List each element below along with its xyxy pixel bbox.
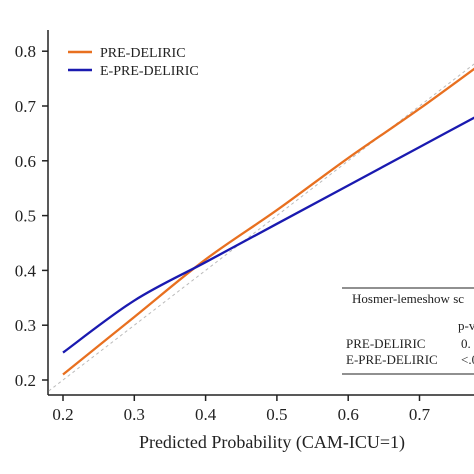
y-tick-label: 0.3 — [15, 316, 36, 335]
x-ticks: 0.2 0.3 0.4 0.5 0.6 0.7 — [52, 395, 431, 424]
y-tick-label: 0.5 — [15, 207, 36, 226]
x-tick-label: 0.3 — [124, 405, 145, 424]
hosmer-row-value-e-pre-deliric: <.0 — [461, 352, 474, 367]
series-line-e-pre-deliric — [62, 116, 474, 354]
x-tick-label: 0.4 — [195, 405, 217, 424]
y-tick-label: 0.8 — [15, 42, 36, 61]
series-layer — [62, 67, 474, 376]
legend-label-pre-deliric: PRE-DELIRIC — [100, 46, 186, 61]
hosmer-row-label-e-pre-deliric: E-PRE-DELIRIC — [346, 352, 438, 367]
hosmer-row-value-pre-deliric: 0. — [461, 336, 471, 351]
y-tick-label: 0.2 — [15, 371, 36, 390]
hosmer-box-background — [342, 288, 474, 374]
y-tick-label: 0.6 — [15, 152, 36, 171]
y-axis: 0.2 0.3 0.4 0.5 0.6 0.7 0.8 — [15, 30, 49, 395]
y-ticks: 0.2 0.3 0.4 0.5 0.6 0.7 0.8 — [15, 42, 48, 390]
x-axis-title: Predicted Probability (CAM-ICU=1) — [139, 432, 405, 453]
x-tick-label: 0.6 — [338, 405, 359, 424]
hosmer-box-header: p-v — [458, 318, 474, 333]
y-tick-label: 0.7 — [15, 97, 37, 116]
y-tick-label: 0.4 — [15, 261, 37, 280]
series-line-pre-deliric — [62, 67, 474, 376]
hosmer-box-title: Hosmer-lemeshow sc — [352, 291, 464, 306]
x-tick-label: 0.7 — [409, 405, 431, 424]
hosmer-lemeshow-box: Hosmer-lemeshow sc p-v PRE-DELIRIC 0. E-… — [342, 287, 474, 375]
hosmer-row-label-pre-deliric: PRE-DELIRIC — [346, 336, 425, 351]
x-axis: 0.2 0.3 0.4 0.5 0.6 0.7 — [48, 394, 474, 424]
legend-label-e-pre-deliric: E-PRE-DELIRIC — [100, 64, 199, 79]
legend: PRE-DELIRIC E-PRE-DELIRIC — [68, 46, 199, 79]
x-tick-label: 0.2 — [52, 405, 73, 424]
x-tick-label: 0.5 — [266, 405, 287, 424]
